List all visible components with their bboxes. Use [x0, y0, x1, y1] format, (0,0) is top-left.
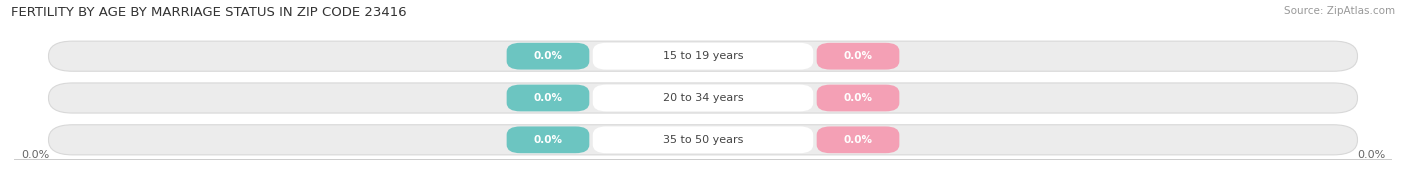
- Text: 0.0%: 0.0%: [844, 51, 873, 61]
- FancyBboxPatch shape: [48, 125, 1358, 155]
- Text: 35 to 50 years: 35 to 50 years: [662, 135, 744, 145]
- FancyBboxPatch shape: [817, 126, 900, 153]
- FancyBboxPatch shape: [48, 83, 1358, 113]
- FancyBboxPatch shape: [817, 43, 900, 70]
- FancyBboxPatch shape: [506, 126, 589, 153]
- Text: 0.0%: 0.0%: [844, 93, 873, 103]
- Text: FERTILITY BY AGE BY MARRIAGE STATUS IN ZIP CODE 23416: FERTILITY BY AGE BY MARRIAGE STATUS IN Z…: [11, 6, 406, 19]
- Text: 0.0%: 0.0%: [1357, 150, 1385, 160]
- FancyBboxPatch shape: [506, 85, 589, 111]
- Text: Source: ZipAtlas.com: Source: ZipAtlas.com: [1284, 6, 1395, 16]
- Text: 0.0%: 0.0%: [533, 93, 562, 103]
- Text: 0.0%: 0.0%: [844, 135, 873, 145]
- Text: 0.0%: 0.0%: [533, 135, 562, 145]
- FancyBboxPatch shape: [48, 41, 1358, 71]
- Text: 15 to 19 years: 15 to 19 years: [662, 51, 744, 61]
- FancyBboxPatch shape: [506, 43, 589, 70]
- Text: 20 to 34 years: 20 to 34 years: [662, 93, 744, 103]
- Text: 0.0%: 0.0%: [21, 150, 49, 160]
- Text: 0.0%: 0.0%: [533, 51, 562, 61]
- FancyBboxPatch shape: [593, 43, 813, 70]
- FancyBboxPatch shape: [593, 126, 813, 153]
- FancyBboxPatch shape: [817, 85, 900, 111]
- FancyBboxPatch shape: [593, 85, 813, 111]
